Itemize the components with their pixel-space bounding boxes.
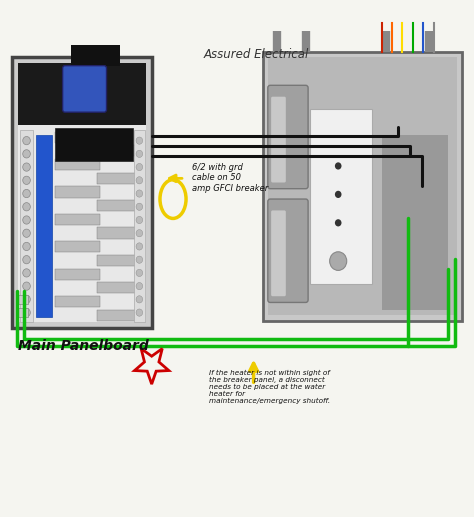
Circle shape [136,230,143,237]
FancyBboxPatch shape [271,210,286,296]
Text: Assured Electrical: Assured Electrical [203,48,309,61]
Circle shape [136,190,143,197]
FancyBboxPatch shape [63,66,107,112]
Circle shape [136,256,143,263]
Bar [18,63,146,322]
Circle shape [335,162,341,170]
Bar [55,268,100,280]
Bar [55,214,100,225]
Bar [134,130,145,322]
Circle shape [136,163,143,171]
Circle shape [136,243,143,250]
Bar [20,130,33,322]
Bar [36,135,52,317]
Bar [97,145,142,157]
Circle shape [23,216,30,224]
Circle shape [136,217,143,224]
Bar [18,295,28,304]
Bar [268,57,457,315]
Bar [97,255,142,266]
Bar [97,200,142,211]
Bar [55,159,100,170]
Text: Main Panelboard: Main Panelboard [18,339,148,353]
Bar [55,131,100,143]
Bar [97,227,142,239]
Text: 6/2 with grd
cable on 50
amp GFCI breaker: 6/2 with grd cable on 50 amp GFCI breake… [192,163,268,193]
Bar [310,109,372,284]
Circle shape [23,255,30,264]
Circle shape [23,242,30,251]
Bar [18,308,28,317]
Bar [55,128,133,161]
Circle shape [330,252,346,270]
Circle shape [23,269,30,277]
Circle shape [136,177,143,184]
Circle shape [23,203,30,211]
FancyBboxPatch shape [268,85,308,189]
Circle shape [136,282,143,290]
Bar [382,135,448,310]
Circle shape [23,282,30,290]
Circle shape [23,229,30,237]
Circle shape [136,309,143,316]
Circle shape [23,189,30,197]
Circle shape [23,295,30,303]
Bar [12,57,152,328]
Circle shape [23,150,30,158]
Bar [55,241,100,252]
Circle shape [136,150,143,158]
FancyBboxPatch shape [271,97,286,183]
Circle shape [136,203,143,210]
Bar [97,282,142,294]
Circle shape [335,191,341,198]
Bar [55,186,100,197]
Text: If the heater is not within sight of
the breaker panel, a disconnect
needs to be: If the heater is not within sight of the… [209,370,330,404]
Circle shape [136,296,143,303]
Bar [71,45,119,66]
Circle shape [136,269,143,277]
Bar [97,310,142,321]
Circle shape [23,309,30,317]
Circle shape [335,219,341,226]
Bar [263,52,462,321]
Circle shape [136,137,143,144]
Bar [97,173,142,184]
Circle shape [23,136,30,145]
FancyBboxPatch shape [268,199,308,302]
Bar [18,63,146,125]
Circle shape [23,163,30,171]
Circle shape [23,176,30,185]
Bar [55,296,100,307]
